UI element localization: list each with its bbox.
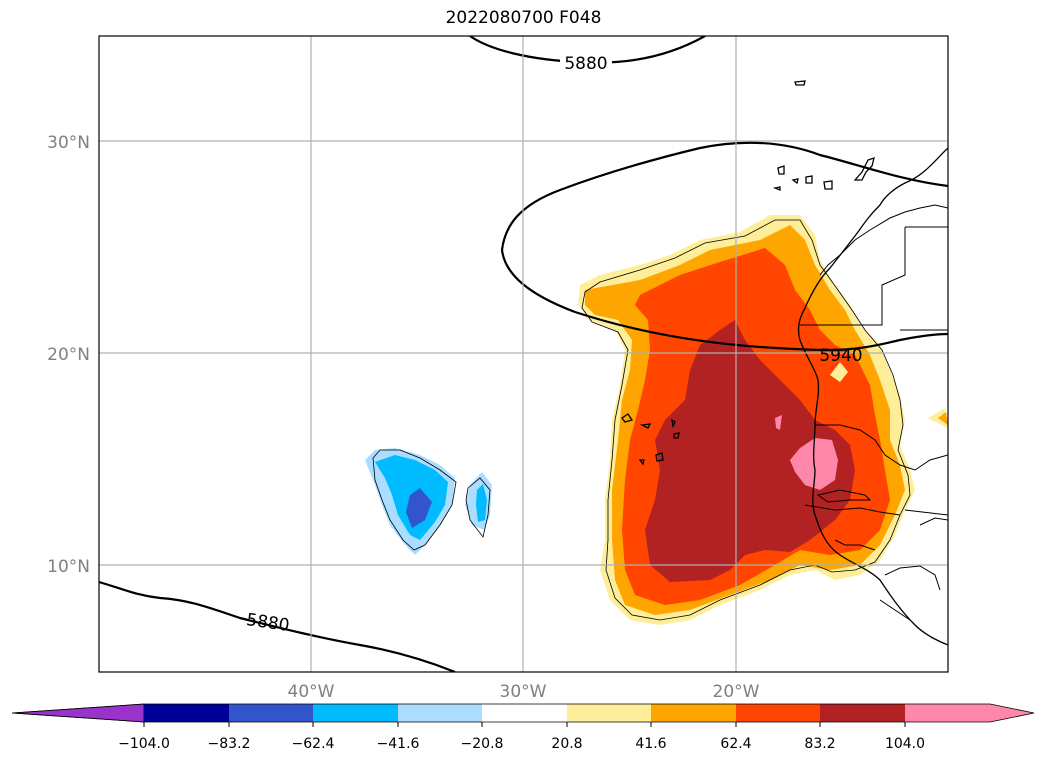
- colorbar-swatch: [313, 704, 398, 722]
- lat-label-20n: 20°N: [47, 345, 90, 365]
- country-borders: [800, 204, 948, 621]
- colorbar-swatch: [651, 704, 736, 722]
- latitude-labels: 30°N 20°N 10°N: [47, 133, 90, 577]
- lat-label-30n: 30°N: [47, 133, 90, 153]
- lon-label-40w: 40°W: [288, 682, 335, 702]
- contour-labels: 5880 5940 5880: [245, 52, 863, 636]
- colorbar-swatch: [144, 704, 229, 722]
- colorbar-label: −41.6: [377, 736, 420, 752]
- colorbar-label: −83.2: [208, 736, 251, 752]
- colorbar-label: 20.8: [551, 736, 582, 752]
- colorbar-label: 104.0: [885, 736, 925, 752]
- colorbar-swatch: [820, 704, 905, 722]
- positive-anomaly-fill: [578, 215, 948, 625]
- colorbar-swatch: [567, 704, 651, 722]
- contour-label-5880-top: 5880: [564, 54, 607, 74]
- colorbar-label: −104.0: [118, 736, 170, 752]
- contour-label-5940: 5940: [819, 346, 862, 366]
- anomaly-outline: [372, 219, 911, 621]
- map-area: 5880 5940 5880: [99, 36, 948, 672]
- colorbar-label: −62.4: [292, 736, 335, 752]
- colorbar: −104.0 −83.2 −62.4 −41.6 −20.8 20.8 41.6…: [11, 703, 1035, 752]
- lat-label-10n: 10°N: [47, 557, 90, 577]
- colorbar-extend-high: [905, 704, 1034, 722]
- negative-anomaly-fill: [365, 448, 492, 555]
- longitude-labels: 40°W 30°W 20°W: [288, 682, 760, 702]
- colorbar-extend-low: [11, 703, 145, 723]
- lon-label-20w: 20°W: [713, 682, 760, 702]
- colorbar-label: 62.4: [720, 736, 751, 752]
- lon-label-30w: 30°W: [500, 682, 547, 702]
- contour-label-5880-bottom: 5880: [245, 610, 291, 636]
- colorbar-label: 83.2: [804, 736, 835, 752]
- colorbar-swatch: [482, 704, 567, 722]
- graticule: [99, 36, 948, 672]
- colorbar-label: −20.8: [461, 736, 504, 752]
- map-frame: [98, 35, 949, 673]
- colorbar-label: 41.6: [635, 736, 666, 752]
- colorbar-swatch: [736, 704, 820, 722]
- colorbar-swatch: [398, 704, 482, 722]
- colorbar-swatch: [229, 704, 313, 722]
- coastline: [621, 80, 948, 646]
- map-title: 2022080700 F048: [445, 8, 602, 28]
